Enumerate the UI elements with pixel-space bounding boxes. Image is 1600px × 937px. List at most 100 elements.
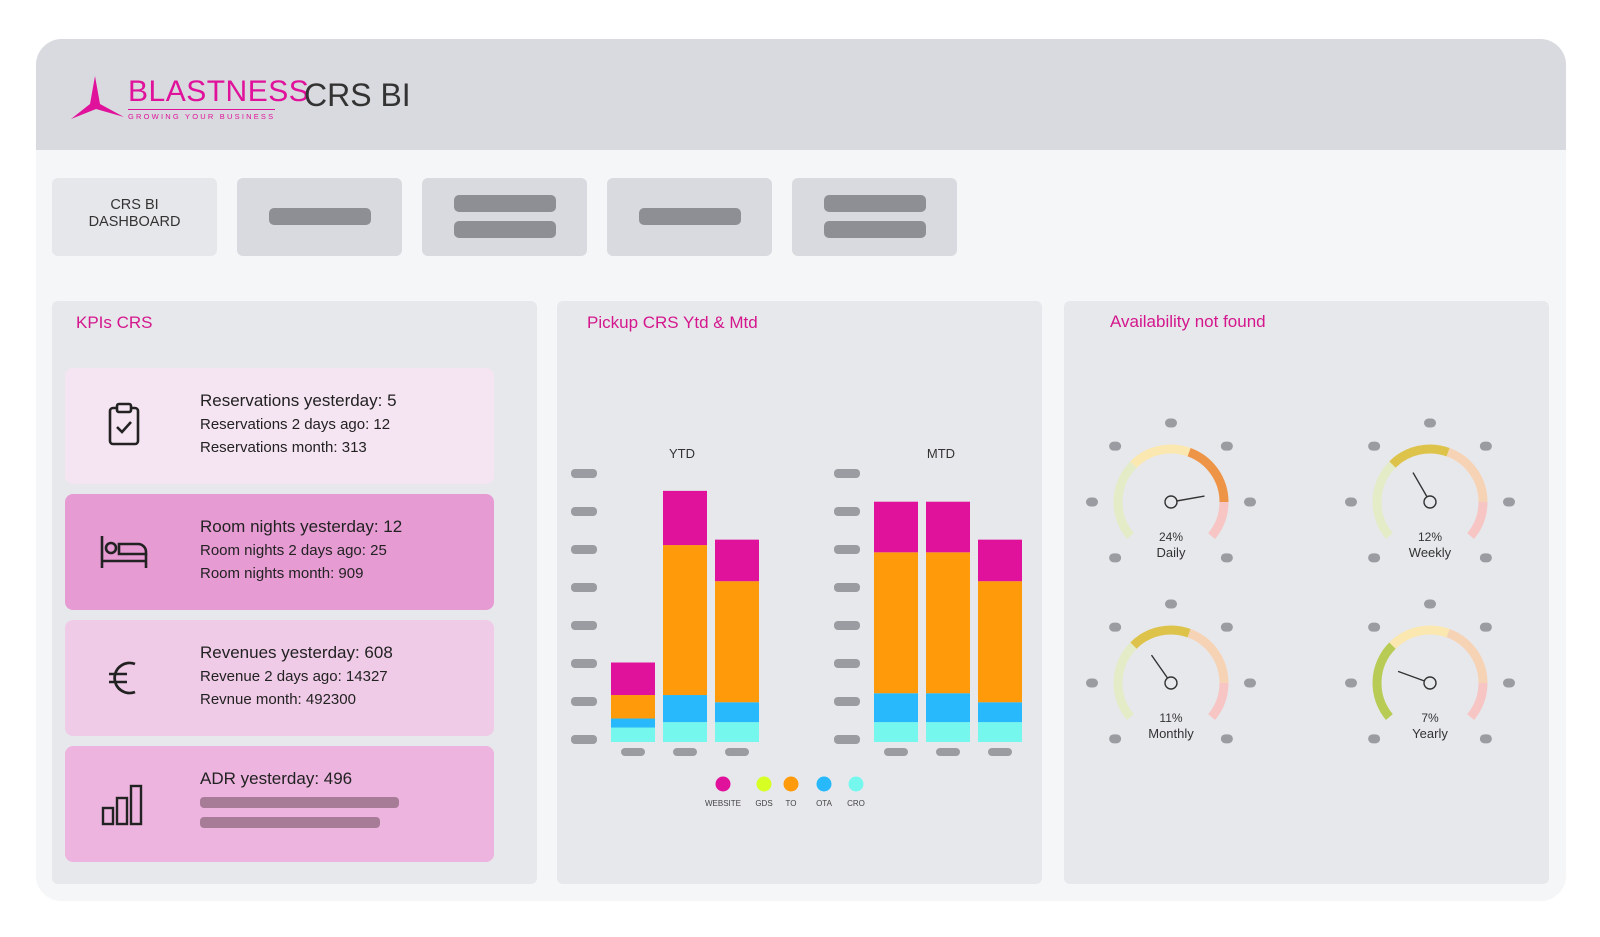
- tab-crs-bi-dashboard[interactable]: CRS BI DASHBOARD: [52, 178, 217, 256]
- legend-dot-cro: [848, 776, 864, 792]
- kpi-tertiary-text: Revnue month: 492300: [200, 691, 356, 708]
- gauge-tick: [1424, 599, 1436, 609]
- gauge-tick: [1220, 553, 1233, 563]
- gauge-segment: [1208, 682, 1229, 720]
- logo-wordmark: BLASTNESS: [128, 75, 310, 108]
- kpi-secondary-text: Revenue 2 days ago: 14327: [200, 668, 388, 685]
- kpi-secondary-text: Room nights 2 days ago: 25: [200, 542, 387, 559]
- kpi-primary-text: Room nights yesterday: 12: [200, 517, 403, 536]
- axis-tick-placeholder: [571, 735, 597, 744]
- tab-placeholder-3[interactable]: [422, 178, 587, 256]
- axis-tick-placeholder: [571, 545, 597, 554]
- tab-placeholder-4[interactable]: [607, 178, 772, 256]
- tab-placeholder-5[interactable]: [792, 178, 957, 256]
- clipboard-check-icon: [98, 402, 150, 450]
- gauge-segment: [1130, 444, 1191, 468]
- gauge-segment: [1467, 682, 1488, 720]
- tab-placeholder-bar: [824, 221, 926, 238]
- gauge-tick: [1479, 734, 1492, 744]
- bar-segment-ota: [663, 695, 707, 723]
- gauge-tick: [1109, 734, 1122, 744]
- bar-segment-cro: [663, 722, 707, 742]
- availability-panel: Availability not found 24% Daily 12% Weekly…: [1064, 301, 1549, 884]
- blastness-logo[interactable]: BLASTNESS GROWING YOUR BUSINESS: [69, 73, 309, 125]
- gauge-period: Weekly: [1408, 545, 1452, 560]
- group-title: YTD: [669, 446, 695, 461]
- gauge-period: Monthly: [1148, 726, 1194, 741]
- bar-segment-ota: [978, 702, 1022, 723]
- gauge-tick: [1368, 734, 1381, 744]
- gauge-pivot: [1423, 495, 1437, 509]
- gauge-value: 12%: [1417, 530, 1443, 544]
- axis-tick-placeholder: [834, 659, 860, 668]
- legend-label: GDS: [755, 799, 772, 808]
- kpi-tertiary-text: Reservations month: 313: [200, 439, 367, 456]
- kpi-primary-text: ADR yesterday: 496: [200, 769, 353, 788]
- bar-segment-cro: [715, 722, 759, 742]
- gauge-value: 7%: [1421, 711, 1439, 725]
- gauge-pivot: [1423, 676, 1437, 690]
- kpi-card-revenues[interactable]: Revenues yesterday: 608 Revenue 2 days a…: [65, 620, 494, 736]
- gauge-tick: [1220, 622, 1233, 632]
- kpi-placeholder-bar: [200, 797, 399, 808]
- gauge-segment: [1130, 625, 1191, 649]
- legend-dot-website: [715, 776, 731, 792]
- gauge-segment: [1187, 447, 1229, 503]
- gauge-tick: [1109, 441, 1122, 451]
- gauge-tick: [1368, 622, 1381, 632]
- kpi-card-adr[interactable]: ADR yesterday: 496: [65, 746, 494, 862]
- gauge-value: 24%: [1158, 530, 1184, 544]
- gauge-monthly-label: 11% Monthly: [1131, 710, 1211, 742]
- pickup-chart: YTD MTD WEBSITE GDS TO OTA CRO: [571, 446, 1022, 808]
- axis-tick-placeholder: [834, 583, 860, 592]
- bar-segment-website: [715, 539, 759, 582]
- kpi-card-reservations[interactable]: Reservations yesterday: 5 Reservations 2…: [65, 368, 494, 484]
- legend-label: WEBSITE: [705, 799, 741, 808]
- kpi-card-room-nights[interactable]: Room nights yesterday: 12 Room nights 2 …: [65, 494, 494, 610]
- kpis-panel: KPIs CRS Reservations yesterday: 5 Reser…: [52, 301, 537, 884]
- gauge-tick: [1479, 553, 1492, 563]
- bar-segment-website: [978, 539, 1022, 582]
- gauge-segment: [1372, 642, 1396, 720]
- tab-placeholder-bar: [454, 195, 556, 212]
- gauge-tick: [1503, 678, 1515, 688]
- gauge-period: Daily: [1156, 545, 1186, 560]
- gauge-weekly-label: 12% Weekly: [1390, 529, 1470, 561]
- tab-placeholder-2[interactable]: [237, 178, 402, 256]
- bar-segment-to: [926, 552, 970, 694]
- logo-star-icon: [71, 76, 124, 119]
- gauge-yearly-label: 7% Yearly: [1390, 710, 1470, 742]
- axis-tick-placeholder: [571, 697, 597, 706]
- legend-dot-ota: [816, 776, 832, 792]
- gauge-tick: [1244, 678, 1256, 688]
- axis-tick-placeholder: [834, 545, 860, 554]
- bar-segment-to: [611, 695, 655, 719]
- axis-tick-placeholder: [571, 583, 597, 592]
- dashboard-window: BLASTNESS GROWING YOUR BUSINESS CRS BI C…: [36, 39, 1566, 901]
- axis-tick-placeholder: [571, 507, 597, 516]
- gauge-segment: [1113, 461, 1137, 539]
- gauge-period: Yearly: [1412, 726, 1448, 741]
- gauge-daily-label: 24% Daily: [1131, 529, 1211, 561]
- legend-dot-to: [783, 776, 799, 792]
- logo-underline: [128, 109, 275, 110]
- bar-segment-ota: [926, 693, 970, 723]
- gauge-tick: [1368, 553, 1381, 563]
- gauge-segment: [1389, 625, 1450, 649]
- bar-segment-ota: [874, 693, 918, 723]
- pickup-panel: Pickup CRS Ytd & Mtd YTD MTD WEBSITE GDS TO O…: [557, 301, 1042, 884]
- bar-segment-ota: [611, 718, 655, 728]
- category-label-placeholder: [621, 748, 645, 756]
- axis-tick-placeholder: [571, 659, 597, 668]
- category-label-placeholder: [988, 748, 1012, 756]
- gauge-segment: [1208, 501, 1229, 539]
- gauge-tick: [1165, 599, 1177, 609]
- gauge-tick: [1220, 441, 1233, 451]
- gauge-tick: [1165, 418, 1177, 428]
- kpi-primary-text: Reservations yesterday: 5: [200, 391, 397, 410]
- gauge-tick: [1424, 418, 1436, 428]
- tab-placeholder-bar: [454, 221, 556, 238]
- legend-label: CRO: [847, 799, 865, 808]
- legend-label: TO: [786, 799, 797, 808]
- gauge-segment: [1113, 642, 1137, 720]
